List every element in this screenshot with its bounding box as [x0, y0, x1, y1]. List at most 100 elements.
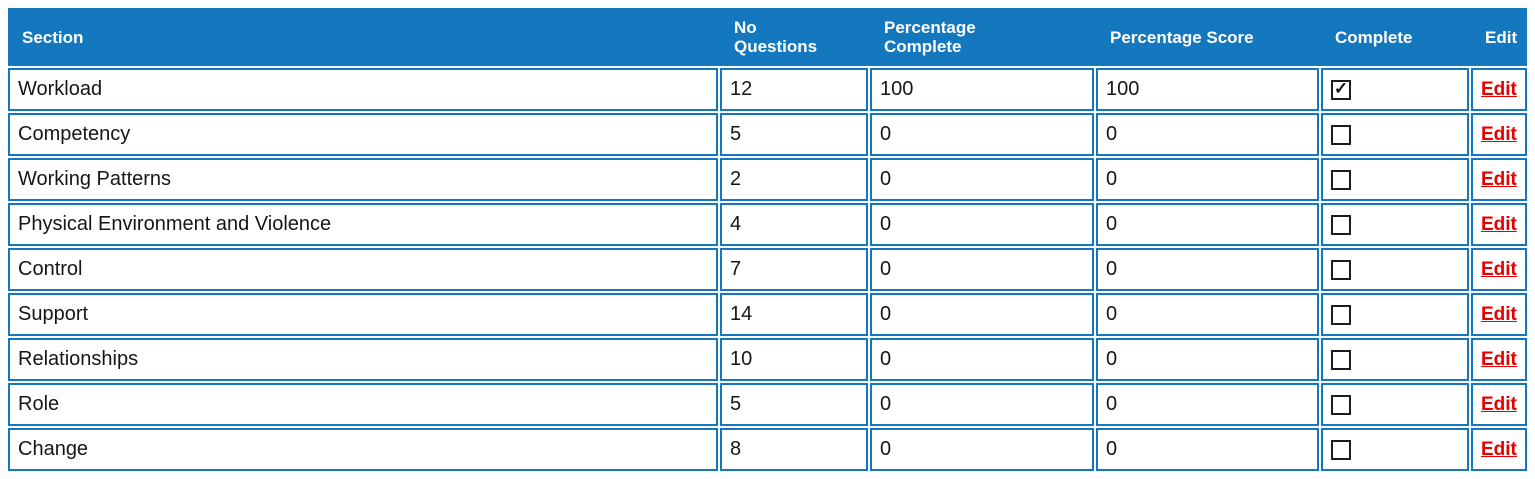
edit-link[interactable]: Edit [1481, 393, 1517, 415]
percentage-score-value: 0 [1106, 258, 1118, 280]
column-header-section: Section [8, 8, 718, 66]
section-name: Role [18, 393, 60, 415]
complete-checkbox[interactable]: ✓ [1331, 394, 1351, 415]
percentage-complete-value: 0 [880, 348, 892, 370]
section-name-cell: Support [8, 293, 718, 336]
section-name-cell: Control [8, 248, 718, 291]
edit-link[interactable]: Edit [1481, 303, 1517, 325]
complete-cell: ✓ [1321, 158, 1469, 201]
no-questions-value: 4 [730, 213, 742, 235]
complete-cell: ✓ [1321, 113, 1469, 156]
percentage-score-value: 0 [1106, 348, 1118, 370]
complete-cell: ✓ [1321, 68, 1469, 111]
percentage-score-cell: 0 [1096, 203, 1319, 246]
percentage-complete-cell: 100 [870, 68, 1094, 111]
no-questions-cell: 10 [720, 338, 868, 381]
edit-cell: Edit [1471, 248, 1527, 291]
section-name: Support [18, 303, 89, 325]
no-questions-cell: 14 [720, 293, 868, 336]
no-questions-value: 10 [730, 348, 753, 370]
percentage-score-cell: 100 [1096, 68, 1319, 111]
no-questions-value: 12 [730, 78, 753, 100]
section-name: Physical Environment and Violence [18, 213, 332, 235]
percentage-score-value: 0 [1106, 438, 1118, 460]
complete-checkbox[interactable]: ✓ [1331, 79, 1351, 100]
no-questions-value: 14 [730, 303, 753, 325]
percentage-complete-cell: 0 [870, 428, 1094, 471]
complete-checkbox[interactable]: ✓ [1331, 304, 1351, 325]
complete-checkbox[interactable]: ✓ [1331, 124, 1351, 145]
section-name-cell: Relationships [8, 338, 718, 381]
no-questions-cell: 5 [720, 113, 868, 156]
edit-cell: Edit [1471, 68, 1527, 111]
edit-link[interactable]: Edit [1481, 438, 1517, 460]
percentage-score-cell: 0 [1096, 338, 1319, 381]
complete-checkbox[interactable]: ✓ [1331, 439, 1351, 460]
percentage-complete-cell: 0 [870, 293, 1094, 336]
percentage-score-cell: 0 [1096, 428, 1319, 471]
complete-cell: ✓ [1321, 293, 1469, 336]
edit-cell: Edit [1471, 158, 1527, 201]
no-questions-cell: 2 [720, 158, 868, 201]
no-questions-cell: 12 [720, 68, 868, 111]
percentage-score-value: 0 [1106, 303, 1118, 325]
percentage-complete-value: 0 [880, 168, 892, 190]
edit-cell: Edit [1471, 383, 1527, 426]
edit-link[interactable]: Edit [1481, 348, 1517, 370]
complete-checkbox[interactable]: ✓ [1331, 259, 1351, 280]
complete-cell: ✓ [1321, 383, 1469, 426]
complete-cell: ✓ [1321, 203, 1469, 246]
no-questions-value: 7 [730, 258, 742, 280]
section-name-cell: Role [8, 383, 718, 426]
section-name: Workload [18, 78, 103, 100]
section-name: Working Patterns [18, 168, 172, 190]
no-questions-value: 5 [730, 393, 742, 415]
section-name-cell: Workload [8, 68, 718, 111]
no-questions-cell: 4 [720, 203, 868, 246]
risk-assessment-sections-table: Section No Questions Percentage Complete… [8, 8, 1527, 471]
edit-link[interactable]: Edit [1481, 168, 1517, 190]
section-name: Control [18, 258, 83, 280]
edit-link[interactable]: Edit [1481, 213, 1517, 235]
percentage-score-cell: 0 [1096, 113, 1319, 156]
percentage-complete-cell: 0 [870, 248, 1094, 291]
percentage-score-cell: 0 [1096, 383, 1319, 426]
percentage-complete-cell: 0 [870, 338, 1094, 381]
complete-checkbox[interactable]: ✓ [1331, 214, 1351, 235]
column-header-percentage-score: Percentage Score [1096, 8, 1319, 66]
section-name-cell: Working Patterns [8, 158, 718, 201]
percentage-complete-value: 0 [880, 438, 892, 460]
edit-link[interactable]: Edit [1481, 123, 1517, 145]
percentage-complete-value: 0 [880, 393, 892, 415]
section-name: Relationships [18, 348, 139, 370]
column-header-percentage-complete: Percentage Complete [870, 8, 1094, 66]
no-questions-cell: 5 [720, 383, 868, 426]
percentage-complete-cell: 0 [870, 383, 1094, 426]
column-header-no-questions: No Questions [720, 8, 868, 66]
percentage-complete-cell: 0 [870, 203, 1094, 246]
complete-checkbox[interactable]: ✓ [1331, 169, 1351, 190]
percentage-complete-value: 0 [880, 303, 892, 325]
percentage-complete-value: 100 [880, 78, 914, 100]
percentage-score-value: 0 [1106, 168, 1118, 190]
percentage-score-value: 0 [1106, 213, 1118, 235]
edit-cell: Edit [1471, 113, 1527, 156]
section-name: Competency [18, 123, 131, 145]
edit-link[interactable]: Edit [1481, 258, 1517, 280]
percentage-score-value: 0 [1106, 393, 1118, 415]
section-name: Change [18, 438, 89, 460]
edit-link[interactable]: Edit [1481, 78, 1517, 100]
edit-cell: Edit [1471, 293, 1527, 336]
no-questions-cell: 8 [720, 428, 868, 471]
percentage-score-value: 100 [1106, 78, 1140, 100]
complete-checkbox[interactable]: ✓ [1331, 349, 1351, 370]
complete-cell: ✓ [1321, 338, 1469, 381]
section-name-cell: Competency [8, 113, 718, 156]
percentage-complete-cell: 0 [870, 113, 1094, 156]
no-questions-value: 5 [730, 123, 742, 145]
no-questions-value: 8 [730, 438, 742, 460]
percentage-score-value: 0 [1106, 123, 1118, 145]
percentage-score-cell: 0 [1096, 158, 1319, 201]
complete-cell: ✓ [1321, 428, 1469, 471]
column-header-complete: Complete [1321, 8, 1469, 66]
